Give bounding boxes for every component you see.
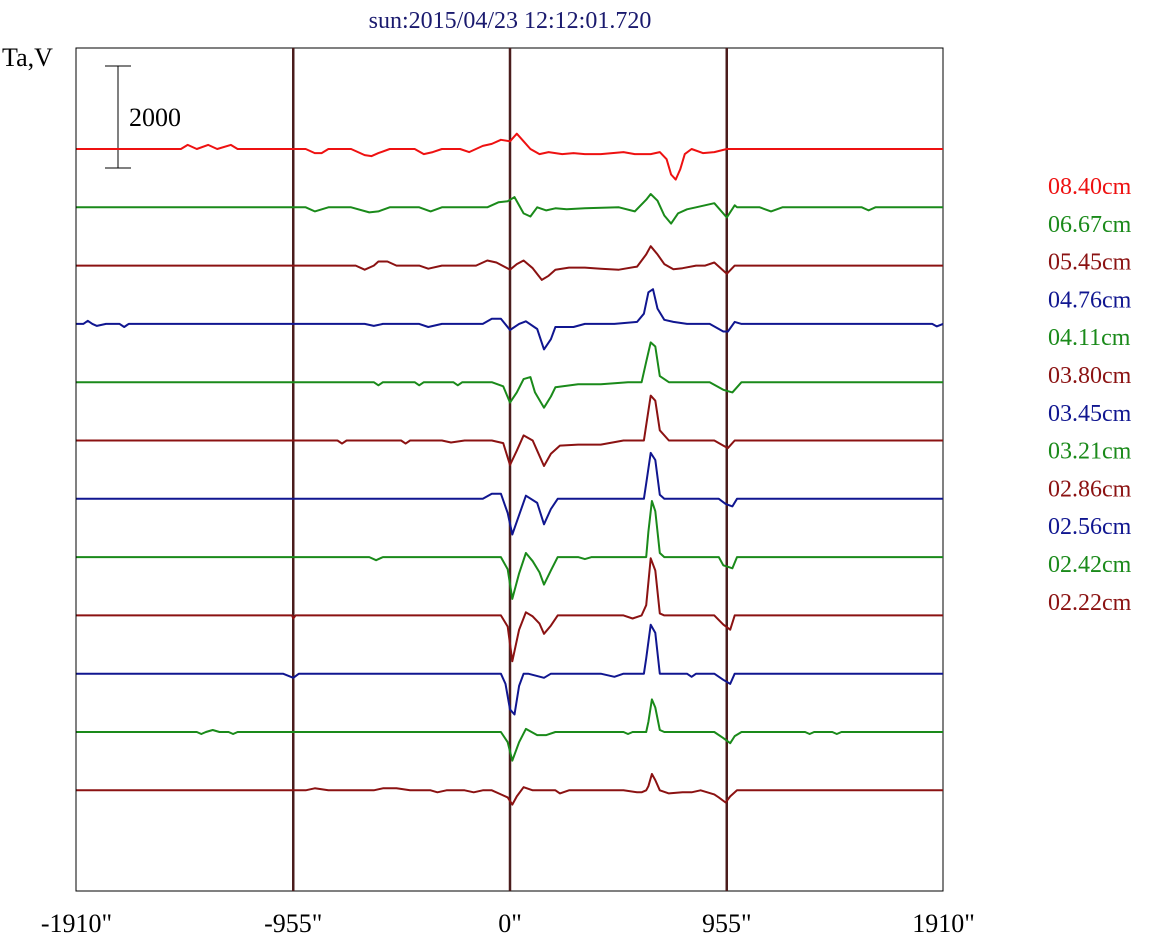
x-tick-label: -955" (264, 909, 322, 938)
trace-03-45cm (76, 451, 943, 536)
trace-03-21cm (76, 500, 943, 600)
trace-06-67cm (76, 193, 943, 225)
legend-entry-04-76cm: 04.76cm (1048, 287, 1132, 313)
trace-02-22cm (76, 773, 943, 806)
legend-entry-02-42cm: 02.42cm (1048, 552, 1132, 578)
legend-entry-02-86cm: 02.86cm (1048, 476, 1132, 502)
trace-08-40cm (76, 132, 943, 181)
legend-entry-02-56cm: 02.56cm (1048, 514, 1132, 540)
legend-entry-03-45cm: 03.45cm (1048, 401, 1132, 427)
legend-entry-04-11cm: 04.11cm (1048, 325, 1131, 351)
legend-entry-06-67cm: 06.67cm (1048, 212, 1132, 238)
y-axis-label: Ta,V (2, 43, 53, 72)
trace-04-11cm (76, 341, 943, 409)
x-tick-labels: -1910" -955" 0" 955" 1910" (41, 909, 975, 938)
trace-04-76cm (76, 288, 944, 351)
trace-05-45cm (76, 245, 943, 281)
trace-02-42cm (76, 698, 943, 762)
x-tick-label: 0" (498, 909, 522, 938)
legend-entry-08-40cm: 08.40cm (1048, 174, 1132, 200)
trace-02-86cm (76, 557, 943, 663)
scale-bar: 2000 (105, 65, 181, 169)
series-traces (76, 132, 944, 806)
legend-entry-05-45cm: 05.45cm (1048, 250, 1132, 276)
vertical-reference-lines (292, 48, 728, 891)
legend-entry-03-21cm: 03.21cm (1048, 439, 1132, 465)
trace-02-56cm (76, 623, 943, 716)
legend-entry-02-22cm: 02.22cm (1048, 590, 1132, 616)
x-tick-label: 1910" (912, 909, 975, 938)
trace-03-80cm (76, 394, 943, 467)
scale-bar-label: 2000 (129, 103, 181, 132)
legend: 08.40cm 06.67cm 05.45cm 04.76cm 04.11cm 03.80… (1048, 174, 1132, 616)
x-tick-label: 955" (702, 909, 752, 938)
legend-entry-03-80cm: 03.80cm (1048, 363, 1132, 389)
chart-title: sun:2015/04/23 12:12:01.720 (369, 8, 652, 34)
x-tick-label: -1910" (41, 909, 112, 938)
